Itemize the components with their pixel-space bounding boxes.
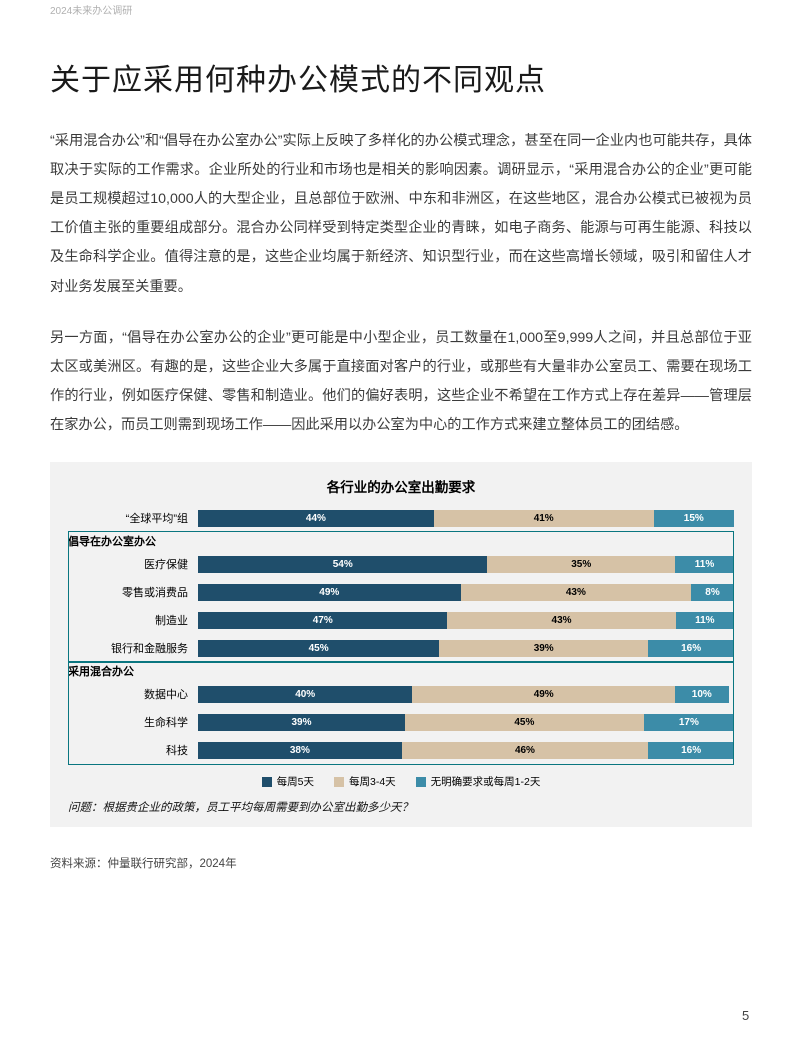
chart-bar-segment: 17% xyxy=(644,714,734,731)
chart-bar-track: 44%41%15% xyxy=(198,510,734,527)
body-paragraph-2: 另一方面，“倡导在办公室办公的企业”更可能是中小型企业，员工数量在1,000至9… xyxy=(50,324,752,440)
chart-bar-row: 科技38%46%16% xyxy=(68,736,734,764)
chart-title: 各行业的办公室出勤要求 xyxy=(68,476,734,496)
chart-bar-row: 数据中心40%49%10% xyxy=(68,680,734,708)
chart-group-label: 倡导在办公室办公 xyxy=(68,533,238,549)
header-crumb: 2024未来办公调研 xyxy=(50,0,752,17)
chart-bar-track: 38%46%16% xyxy=(198,742,734,759)
chart-bar-segment: 49% xyxy=(412,686,675,703)
chart-bar-track: 54%35%11% xyxy=(198,556,734,573)
chart-row-label: 零售或消费品 xyxy=(68,584,198,600)
chart-row-label: “全球平均”组 xyxy=(68,510,198,526)
legend-item: 每周5天 xyxy=(262,774,314,789)
chart-bar-segment: 40% xyxy=(198,686,412,703)
legend-label: 无明确要求或每周1-2天 xyxy=(431,774,541,789)
legend-label: 每周3-4天 xyxy=(349,774,396,789)
chart-group-header: 采用混合办公 xyxy=(68,662,734,680)
legend-item: 每周3-4天 xyxy=(334,774,396,789)
chart-bar-segment: 54% xyxy=(198,556,487,573)
chart-bar-row: 零售或消费品49%43%8% xyxy=(68,578,734,606)
chart-bar-segment: 49% xyxy=(198,584,461,601)
chart-bar-row: 制造业47%43%11% xyxy=(68,606,734,634)
legend-item: 无明确要求或每周1-2天 xyxy=(416,774,541,789)
chart-bar-segment: 10% xyxy=(675,686,729,703)
chart-bar-track: 40%49%10% xyxy=(198,686,734,703)
chart-bar-row: 银行和金融服务45%39%16% xyxy=(68,634,734,662)
chart-group-label: 采用混合办公 xyxy=(68,663,238,679)
chart-group-header: 倡导在办公室办公 xyxy=(68,532,734,550)
chart-bar-segment: 43% xyxy=(461,584,691,601)
chart-bar-segment: 16% xyxy=(648,640,734,657)
page-title: 关于应采用何种办公模式的不同观点 xyxy=(50,55,752,99)
chart-bar-segment: 46% xyxy=(402,742,649,759)
chart-bar-segment: 11% xyxy=(675,556,734,573)
chart-bar-track: 49%43%8% xyxy=(198,584,734,601)
chart-bar-row: 生命科学39%45%17% xyxy=(68,708,734,736)
chart-bar-segment: 39% xyxy=(439,640,648,657)
chart-bar-segment: 47% xyxy=(198,612,447,629)
body-paragraph-1: “采用混合办公”和“倡导在办公室办公”实际上反映了多样化的办公模式理念，甚至在同… xyxy=(50,127,752,302)
chart-bar-segment: 15% xyxy=(654,510,734,527)
chart-row-label: 科技 xyxy=(68,742,198,758)
chart-bar-segment: 45% xyxy=(405,714,644,731)
chart-bar-segment: 16% xyxy=(648,742,734,759)
legend-label: 每周5天 xyxy=(277,774,314,789)
chart-bar-track: 47%43%11% xyxy=(198,612,734,629)
chart-bar-segment: 38% xyxy=(198,742,402,759)
chart-area: “全球平均”组44%41%15%倡导在办公室办公医疗保健54%35%11%零售或… xyxy=(68,504,734,764)
chart-bar-track: 45%39%16% xyxy=(198,640,734,657)
chart-bar-segment: 43% xyxy=(447,612,675,629)
chart-question: 问题：根据贵企业的政策，员工平均每周需要到办公室出勤多少天？ xyxy=(68,799,734,815)
page-number: 5 xyxy=(742,1008,749,1023)
chart-bar-row: “全球平均”组44%41%15% xyxy=(68,504,734,532)
chart-row-label: 生命科学 xyxy=(68,714,198,730)
legend-swatch xyxy=(416,777,426,787)
chart-panel: 各行业的办公室出勤要求 “全球平均”组44%41%15%倡导在办公室办公医疗保健… xyxy=(50,462,752,827)
chart-bar-segment: 8% xyxy=(691,584,734,601)
legend-swatch xyxy=(334,777,344,787)
chart-legend: 每周5天 每周3-4天 无明确要求或每周1-2天 xyxy=(68,774,734,789)
chart-bar-segment: 41% xyxy=(434,510,654,527)
chart-bar-segment: 45% xyxy=(198,640,439,657)
chart-bar-row: 医疗保健54%35%11% xyxy=(68,550,734,578)
legend-swatch xyxy=(262,777,272,787)
chart-row-label: 制造业 xyxy=(68,612,198,628)
chart-source: 资料来源：仲量联行研究部，2024年 xyxy=(50,855,752,871)
chart-bar-segment: 11% xyxy=(676,612,734,629)
chart-row-label: 医疗保健 xyxy=(68,556,198,572)
chart-row-label: 数据中心 xyxy=(68,686,198,702)
chart-bar-segment: 39% xyxy=(198,714,405,731)
chart-row-label: 银行和金融服务 xyxy=(68,640,198,656)
chart-bar-segment: 35% xyxy=(487,556,675,573)
chart-bar-track: 39%45%17% xyxy=(198,714,734,731)
chart-bar-segment: 44% xyxy=(198,510,434,527)
